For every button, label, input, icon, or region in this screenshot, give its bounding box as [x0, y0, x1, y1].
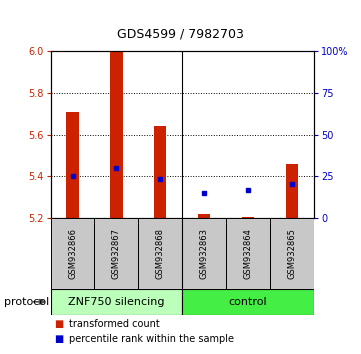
- Bar: [66, 112, 79, 218]
- Text: GSM932865: GSM932865: [288, 228, 297, 279]
- Bar: [182, 218, 226, 289]
- Text: GSM932866: GSM932866: [68, 228, 77, 279]
- Text: GDS4599 / 7982703: GDS4599 / 7982703: [117, 28, 244, 41]
- Text: GSM932867: GSM932867: [112, 228, 121, 279]
- Bar: [95, 218, 138, 289]
- Bar: [242, 217, 255, 218]
- Text: ■: ■: [54, 319, 64, 329]
- Bar: [270, 218, 314, 289]
- Bar: [51, 218, 95, 289]
- Bar: [110, 51, 123, 218]
- Bar: [286, 164, 298, 218]
- Bar: [51, 289, 182, 315]
- Text: ZNF750 silencing: ZNF750 silencing: [68, 297, 165, 307]
- Text: GSM932863: GSM932863: [200, 228, 209, 279]
- Text: protocol: protocol: [4, 297, 49, 307]
- Text: GSM932868: GSM932868: [156, 228, 165, 279]
- Bar: [198, 213, 210, 218]
- Bar: [226, 218, 270, 289]
- Text: percentile rank within the sample: percentile rank within the sample: [69, 334, 234, 344]
- Bar: [154, 126, 166, 218]
- Bar: [182, 289, 314, 315]
- Text: GSM932864: GSM932864: [244, 228, 253, 279]
- Text: transformed count: transformed count: [69, 319, 159, 329]
- Bar: [138, 218, 182, 289]
- Text: control: control: [229, 297, 268, 307]
- Text: ■: ■: [54, 334, 64, 344]
